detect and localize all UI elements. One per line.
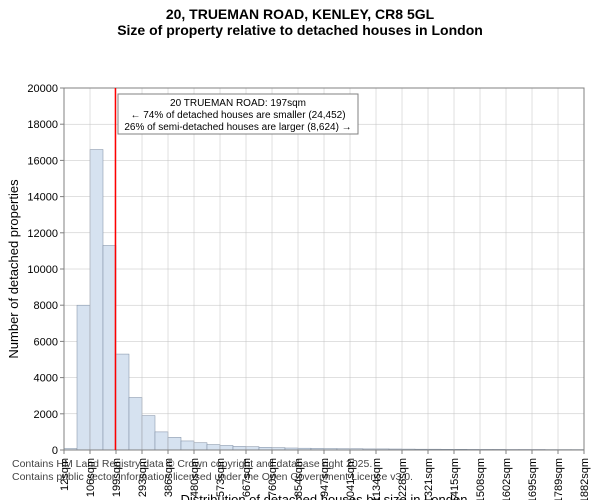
- svg-text:199sqm: 199sqm: [111, 458, 123, 497]
- svg-text:18000: 18000: [27, 119, 58, 131]
- svg-text:1508sqm: 1508sqm: [475, 458, 487, 500]
- svg-text:1882sqm: 1882sqm: [579, 458, 591, 500]
- svg-text:26% of semi-detached houses ar: 26% of semi-detached houses are larger (…: [124, 122, 351, 133]
- svg-text:20 TRUEMAN ROAD: 197sqm: 20 TRUEMAN ROAD: 197sqm: [170, 98, 306, 109]
- svg-text:10000: 10000: [27, 264, 58, 276]
- svg-text:12000: 12000: [27, 228, 58, 240]
- svg-text:106sqm: 106sqm: [85, 458, 97, 497]
- svg-text:14000: 14000: [27, 192, 58, 204]
- title-line2: Size of property relative to detached ho…: [0, 22, 600, 38]
- chart-title: 20, TRUEMAN ROAD, KENLEY, CR8 5GL Size o…: [0, 6, 600, 38]
- svg-text:16000: 16000: [27, 156, 58, 168]
- svg-text:386sqm: 386sqm: [163, 458, 175, 497]
- svg-text:293sqm: 293sqm: [137, 458, 149, 497]
- svg-text:Distribution of detached house: Distribution of detached houses by size …: [181, 492, 468, 500]
- svg-text:6000: 6000: [34, 337, 58, 349]
- svg-text:8000: 8000: [34, 300, 58, 312]
- title-line1: 20, TRUEMAN ROAD, KENLEY, CR8 5GL: [0, 6, 600, 22]
- svg-text:12sqm: 12sqm: [59, 458, 71, 491]
- svg-text:Number of detached properties: Number of detached properties: [6, 179, 21, 359]
- svg-text:1602sqm: 1602sqm: [501, 458, 513, 500]
- histogram-chart: 0 2000 4000 6000 8000 10000 12000 14000 16000 180…: [0, 38, 600, 458]
- chart-area: 0 2000 4000 6000 8000 10000 12000 14000 16000 180…: [0, 38, 600, 458]
- svg-text:2000: 2000: [34, 409, 58, 421]
- svg-text:20000: 20000: [27, 83, 58, 95]
- svg-text:0: 0: [52, 445, 58, 457]
- svg-text:1695sqm: 1695sqm: [527, 458, 539, 500]
- svg-text:← 74% of detached houses are s: ← 74% of detached houses are smaller (24…: [130, 110, 345, 121]
- svg-text:1789sqm: 1789sqm: [553, 458, 565, 500]
- svg-text:4000: 4000: [34, 373, 58, 385]
